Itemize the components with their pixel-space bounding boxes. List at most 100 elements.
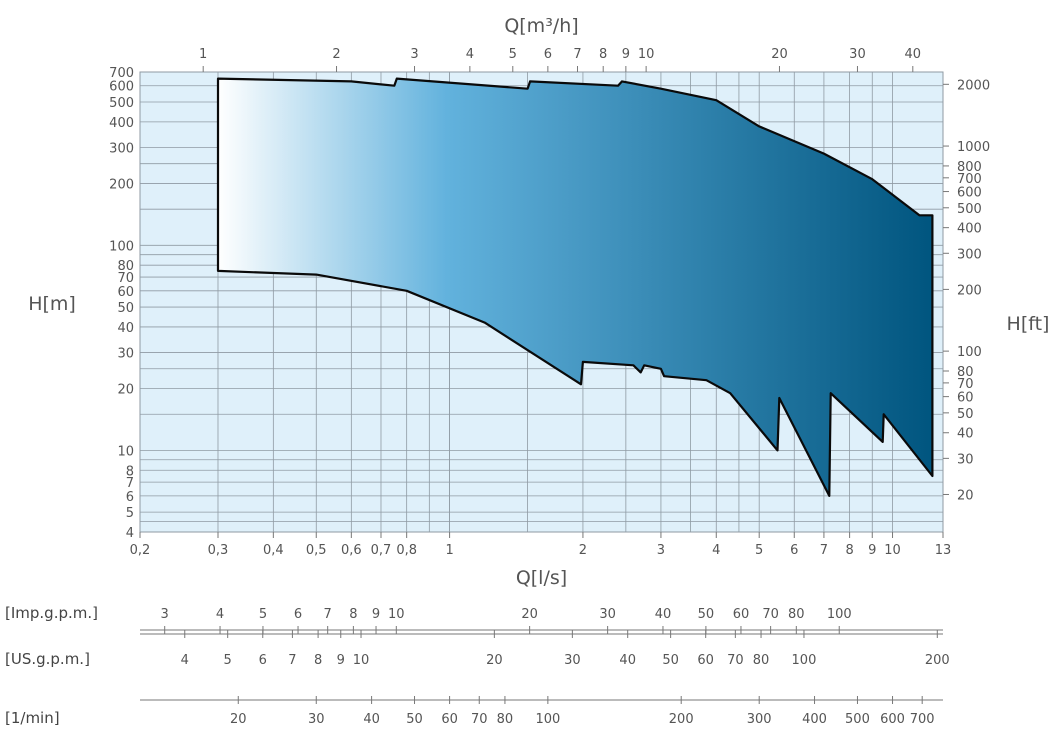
x-tick-label: 7 <box>820 543 828 558</box>
right-y-tick-label: 60 <box>957 391 974 406</box>
extra-scale-tick-label: 50 <box>406 712 423 727</box>
y-tick-label: 50 <box>117 301 134 316</box>
extra-scale-title: [US.g.p.m.] <box>5 650 90 668</box>
top-x-tick-label: 5 <box>509 47 517 62</box>
top-x-tick-label: 10 <box>638 47 655 62</box>
top-x-tick-label: 1 <box>199 47 207 62</box>
extra-scale-tick-label: 40 <box>619 653 636 668</box>
top-x-tick-label: 4 <box>466 47 474 62</box>
y-tick-label: 8 <box>126 464 134 479</box>
y-tick-label: 700 <box>109 66 134 81</box>
extra-scale-tick-label: 9 <box>337 653 345 668</box>
y-tick-label: 40 <box>117 321 134 336</box>
extra-scale-tick-label: 80 <box>497 712 514 727</box>
x-tick-label: 0,6 <box>341 543 362 558</box>
extra-scale-tick-label: 4 <box>216 607 224 622</box>
top-x-tick-label: 30 <box>849 47 866 62</box>
extra-scale-tick-label: 50 <box>662 653 679 668</box>
extra-scale-tick-label: 20 <box>230 712 247 727</box>
extra-scale-title: [1/min] <box>5 709 60 727</box>
x-tick-label: 9 <box>868 543 876 558</box>
extra-scale-tick-label: 700 <box>910 712 935 727</box>
right-y-tick-label: 100 <box>957 345 982 360</box>
right-y-tick-label: 500 <box>957 202 982 217</box>
extra-scale-tick-label: 70 <box>727 653 744 668</box>
y-tick-label: 5 <box>126 506 134 521</box>
y-tick-label: 500 <box>109 96 134 111</box>
extra-scale-tick-label: 5 <box>224 653 232 668</box>
right-y-tick-label: 300 <box>957 247 982 262</box>
x-tick-label: 6 <box>790 543 798 558</box>
extra-scale-tick-label: 50 <box>698 607 715 622</box>
extra-scale-tick-label: 200 <box>669 712 694 727</box>
y-tick-label: 600 <box>109 80 134 95</box>
x-tick-label: 2 <box>579 543 587 558</box>
y-tick-label: 200 <box>109 178 134 193</box>
extra-scale-tick-label: 300 <box>747 712 772 727</box>
right-y-axis-title: H[ft] <box>1007 313 1050 335</box>
x-tick-label: 0,3 <box>208 543 229 558</box>
extra-scale-tick-label: 7 <box>324 607 332 622</box>
y-tick-label: 70 <box>117 271 134 286</box>
extra-scale-tick-label: 30 <box>308 712 325 727</box>
right-y-tick-label: 2000 <box>957 78 990 93</box>
extra-scale-tick-label: 400 <box>802 712 827 727</box>
top-x-tick-label: 3 <box>410 47 418 62</box>
top-x-tick-label: 9 <box>622 47 630 62</box>
x-tick-label: 10 <box>884 543 901 558</box>
extra-scale-tick-label: 40 <box>655 607 672 622</box>
right-y-tick-label: 30 <box>957 452 974 467</box>
x-tick-label: 3 <box>657 543 665 558</box>
plot-border <box>139 71 944 533</box>
x-axis-title: Q[l/s] <box>516 567 567 589</box>
y-tick-label: 100 <box>109 239 134 254</box>
extra-scale-tick-label: 100 <box>535 712 560 727</box>
extra-scale-tick-label: 10 <box>353 653 370 668</box>
right-y-tick-label: 600 <box>957 186 982 201</box>
top-x-axis-title: Q[m³/h] <box>504 15 578 37</box>
y-tick-label: 20 <box>117 383 134 398</box>
y-tick-label: 60 <box>117 285 134 300</box>
extra-scale-tick-label: 500 <box>845 712 870 727</box>
y-tick-label: 10 <box>117 444 134 459</box>
top-x-tick-label: 20 <box>771 47 788 62</box>
extra-scale-tick-label: 100 <box>792 653 817 668</box>
x-tick-label: 13 <box>935 543 952 558</box>
extra-scale-tick-label: 8 <box>314 653 322 668</box>
extra-scale-tick-label: 30 <box>599 607 616 622</box>
right-y-tick-label: 40 <box>957 427 974 442</box>
extra-scale-tick-label: 10 <box>388 607 405 622</box>
top-x-tick-label: 40 <box>905 47 922 62</box>
extra-scale-tick-label: 6 <box>294 607 302 622</box>
extra-scale-tick-label: 100 <box>827 607 852 622</box>
right-y-tick-label: 20 <box>957 488 974 503</box>
extra-scale-tick-label: 3 <box>161 607 169 622</box>
x-tick-label: 5 <box>755 543 763 558</box>
extra-scale-tick-label: 8 <box>349 607 357 622</box>
x-tick-label: 0,7 <box>371 543 392 558</box>
top-x-tick-label: 2 <box>332 47 340 62</box>
y-tick-label: 400 <box>109 116 134 131</box>
extra-scale-tick-label: 20 <box>486 653 503 668</box>
right-y-tick-label: 200 <box>957 283 982 298</box>
x-tick-label: 1 <box>445 543 453 558</box>
extra-scale-tick-label: 70 <box>762 607 779 622</box>
extra-scale-tick-label: 20 <box>521 607 538 622</box>
extra-scale-tick-label: 600 <box>880 712 905 727</box>
y-tick-label: 30 <box>117 347 134 362</box>
right-y-tick-label: 700 <box>957 172 982 187</box>
right-y-tick-label: 1000 <box>957 140 990 155</box>
right-y-tick-label: 50 <box>957 407 974 422</box>
y-tick-label: 300 <box>109 141 134 156</box>
extra-scale-tick-label: 5 <box>259 607 267 622</box>
y-tick-label: 4 <box>126 526 134 541</box>
right-y-tick-label: 400 <box>957 222 982 237</box>
extra-scale-tick-label: 30 <box>564 653 581 668</box>
y-tick-label: 80 <box>117 259 134 274</box>
right-y-tick-label: 70 <box>957 377 974 392</box>
x-tick-label: 0,4 <box>263 543 284 558</box>
extra-scale-tick-label: 6 <box>259 653 267 668</box>
extra-scale-tick-label: 70 <box>471 712 488 727</box>
